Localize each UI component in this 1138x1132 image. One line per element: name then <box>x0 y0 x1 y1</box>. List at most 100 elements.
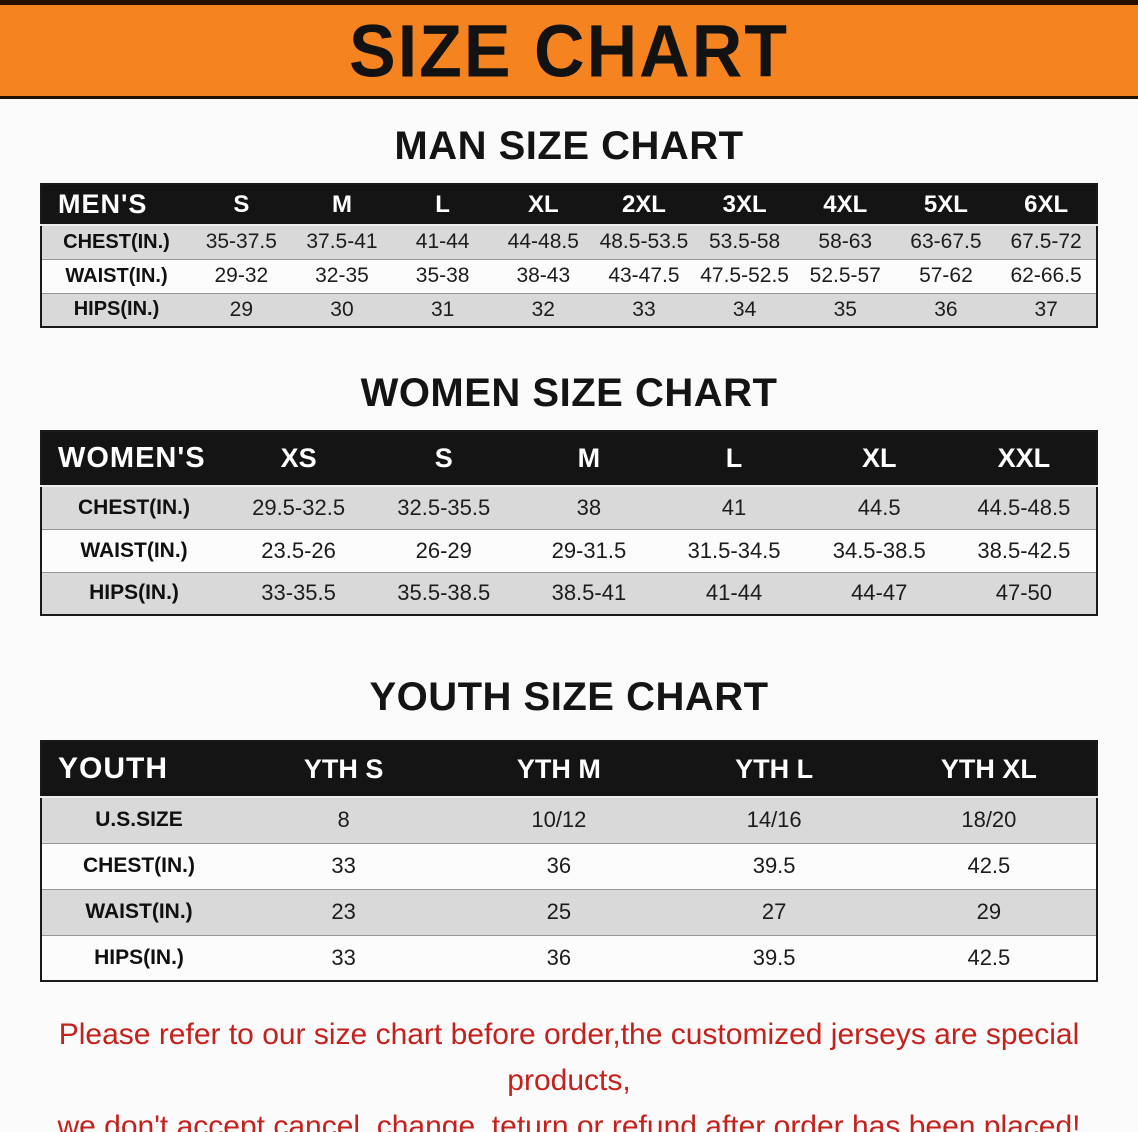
youth-size-table: YOUTH YTH S YTH M YTH L YTH XL U.S.SIZE … <box>40 740 1098 982</box>
value-cell: 29-31.5 <box>516 528 662 572</box>
youth-header-row: YOUTH YTH S YTH M YTH L YTH XL <box>41 741 1097 798</box>
value-cell: 32-35 <box>291 258 393 293</box>
value-cell: 57-62 <box>895 258 997 293</box>
row-label: CHEST(IN.) <box>41 842 236 889</box>
value-cell: 30 <box>291 292 393 327</box>
size-header-cell: YTH S <box>236 741 452 798</box>
value-cell: 35.5-38.5 <box>371 571 517 615</box>
value-cell: 33-35.5 <box>226 571 372 615</box>
value-cell: 38 <box>516 485 662 529</box>
men-header-row: MEN'S S M L XL 2XL 3XL 4XL 5XL 6XL <box>41 184 1097 226</box>
value-cell: 34.5-38.5 <box>806 528 952 572</box>
banner-title: SIZE CHART <box>349 9 789 92</box>
size-header-cell: L <box>661 431 807 487</box>
order-policy-notice: Please refer to our size chart before or… <box>0 1012 1138 1132</box>
size-header-cell: M <box>291 184 393 226</box>
value-cell: 33 <box>236 934 452 981</box>
value-cell: 29-32 <box>191 258 292 293</box>
size-header-cell: XS <box>226 431 372 487</box>
value-cell: 36 <box>451 842 667 889</box>
value-cell: 23.5-26 <box>226 528 372 572</box>
row-label: CHEST(IN.) <box>41 485 226 529</box>
size-header-cell: M <box>516 431 662 487</box>
value-cell: 41-44 <box>392 224 493 259</box>
value-cell: 52.5-57 <box>794 258 896 293</box>
value-cell: 34 <box>694 292 795 327</box>
youth-chest-row: CHEST(IN.) 33 36 39.5 42.5 <box>41 842 1097 889</box>
men-hips-row: HIPS(IN.) 29 30 31 32 33 34 35 36 37 <box>41 292 1097 327</box>
value-cell: 63-67.5 <box>895 224 997 259</box>
value-cell: 18/20 <box>881 796 1097 843</box>
size-header-cell: 3XL <box>694 184 795 226</box>
youth-table-title: YOUTH <box>41 741 236 798</box>
value-cell: 44.5 <box>806 485 952 529</box>
size-chart-banner: SIZE CHART <box>0 0 1138 99</box>
value-cell: 36 <box>451 934 667 981</box>
value-cell: 42.5 <box>881 842 1097 889</box>
value-cell: 32 <box>492 292 594 327</box>
value-cell: 38.5-42.5 <box>951 528 1097 572</box>
value-cell: 37 <box>996 292 1097 327</box>
men-waist-row: WAIST(IN.) 29-32 32-35 35-38 38-43 43-47… <box>41 258 1097 293</box>
size-header-cell: S <box>371 431 517 487</box>
value-cell: 36 <box>895 292 997 327</box>
men-table-title: MEN'S <box>41 184 191 226</box>
value-cell: 42.5 <box>881 934 1097 981</box>
value-cell: 33 <box>236 842 452 889</box>
notice-line-2: we don't accept cancel, change, teturn o… <box>57 1110 1081 1132</box>
value-cell: 62-66.5 <box>996 258 1097 293</box>
value-cell: 29 <box>881 888 1097 935</box>
youth-hips-row: HIPS(IN.) 33 36 39.5 42.5 <box>41 934 1097 981</box>
value-cell: 35-38 <box>392 258 493 293</box>
row-label: WAIST(IN.) <box>41 258 191 293</box>
value-cell: 39.5 <box>666 934 882 981</box>
value-cell: 29.5-32.5 <box>226 485 372 529</box>
man-section-heading: MAN SIZE CHART <box>394 124 744 168</box>
size-header-cell: 6XL <box>996 184 1097 226</box>
value-cell: 37.5-41 <box>291 224 393 259</box>
value-cell: 29 <box>191 292 292 327</box>
women-section-heading: WOMEN SIZE CHART <box>360 371 778 415</box>
size-header-cell: YTH M <box>451 741 667 798</box>
size-header-cell: S <box>191 184 292 226</box>
value-cell: 53.5-58 <box>694 224 795 259</box>
size-header-cell: YTH XL <box>881 741 1097 798</box>
value-cell: 58-63 <box>794 224 896 259</box>
value-cell: 39.5 <box>666 842 882 889</box>
row-label: WAIST(IN.) <box>41 888 236 935</box>
value-cell: 33 <box>593 292 695 327</box>
row-label: WAIST(IN.) <box>41 528 226 572</box>
value-cell: 35-37.5 <box>191 224 292 259</box>
value-cell: 44.5-48.5 <box>951 485 1097 529</box>
women-hips-row: HIPS(IN.) 33-35.5 35.5-38.5 38.5-41 41-4… <box>41 571 1097 615</box>
row-label: CHEST(IN.) <box>41 224 191 259</box>
value-cell: 35 <box>794 292 896 327</box>
size-header-cell: YTH L <box>666 741 882 798</box>
value-cell: 31 <box>392 292 493 327</box>
size-header-cell: L <box>392 184 493 226</box>
value-cell: 26-29 <box>371 528 517 572</box>
size-header-cell: XXL <box>951 431 1097 487</box>
value-cell: 14/16 <box>666 796 882 843</box>
notice-line-1: Please refer to our size chart before or… <box>58 1018 1080 1097</box>
women-chest-row: CHEST(IN.) 29.5-32.5 32.5-35.5 38 41 44.… <box>41 485 1097 529</box>
size-header-cell: XL <box>806 431 952 487</box>
men-chest-row: CHEST(IN.) 35-37.5 37.5-41 41-44 44-48.5… <box>41 224 1097 259</box>
value-cell: 41-44 <box>661 571 807 615</box>
value-cell: 48.5-53.5 <box>593 224 695 259</box>
size-header-cell: 2XL <box>593 184 695 226</box>
size-header-cell: XL <box>492 184 594 226</box>
women-size-table: WOMEN'S XS S M L XL XXL CHEST(IN.) 29.5-… <box>40 430 1098 616</box>
row-label: U.S.SIZE <box>41 796 236 843</box>
value-cell: 32.5-35.5 <box>371 485 517 529</box>
women-header-row: WOMEN'S XS S M L XL XXL <box>41 431 1097 487</box>
youth-ussize-row: U.S.SIZE 8 10/12 14/16 18/20 <box>41 796 1097 843</box>
value-cell: 47.5-52.5 <box>694 258 795 293</box>
size-header-cell: 5XL <box>895 184 997 226</box>
row-label: HIPS(IN.) <box>41 292 191 327</box>
row-label: HIPS(IN.) <box>41 571 226 615</box>
value-cell: 27 <box>666 888 882 935</box>
youth-waist-row: WAIST(IN.) 23 25 27 29 <box>41 888 1097 935</box>
men-size-table: MEN'S S M L XL 2XL 3XL 4XL 5XL 6XL CHEST… <box>40 183 1098 328</box>
value-cell: 44-47 <box>806 571 952 615</box>
